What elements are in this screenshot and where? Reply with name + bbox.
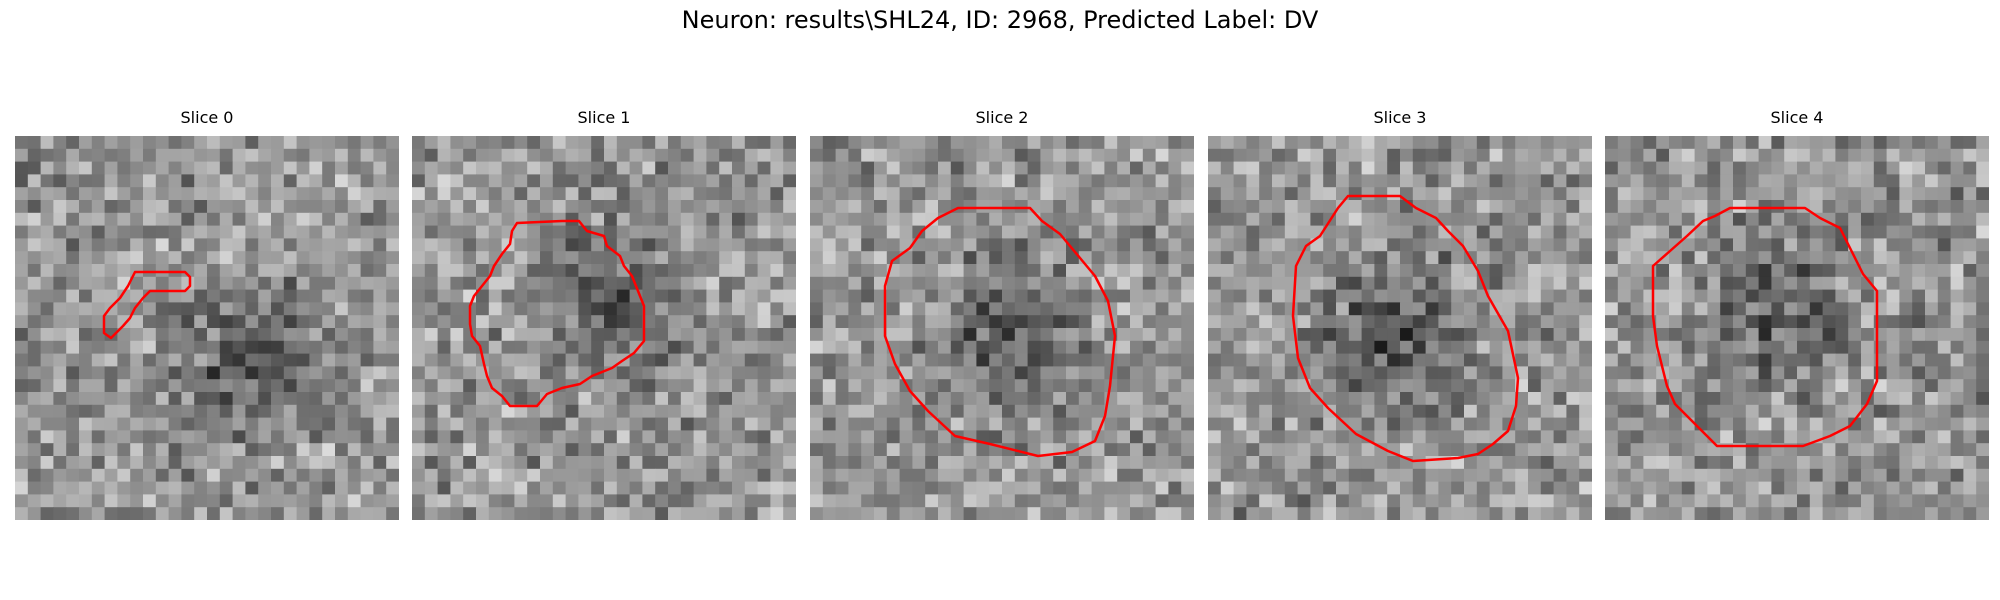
roi-contour <box>468 219 646 408</box>
pixel-grid <box>15 136 399 520</box>
slice-panel-1: Slice 1 <box>412 108 796 520</box>
roi-contour <box>1291 194 1520 463</box>
slice-title: Slice 4 <box>1770 108 1824 127</box>
slice-panel-0: Slice 0 <box>15 108 399 520</box>
slice-image <box>15 136 399 520</box>
slice-title: Slice 0 <box>180 108 234 127</box>
pixel-grid <box>1605 136 1989 520</box>
slice-panel-4: Slice 4 <box>1605 108 1989 520</box>
slice-title: Slice 3 <box>1373 108 1427 127</box>
slice-title: Slice 1 <box>577 108 631 127</box>
figure-title: Neuron: results\SHL24, ID: 2968, Predict… <box>681 6 1319 34</box>
slice-panel-3: Slice 3 <box>1208 108 1592 520</box>
slice-image <box>1605 136 1989 520</box>
pixel-grid <box>412 136 796 520</box>
roi-contour <box>102 270 192 340</box>
slice-title: Slice 2 <box>975 108 1029 127</box>
roi-contour <box>1651 206 1879 448</box>
roi-contour <box>883 206 1117 458</box>
slice-panel-2: Slice 2 <box>810 108 1194 520</box>
slice-image <box>412 136 796 520</box>
slice-image <box>1208 136 1592 520</box>
pixel-grid <box>810 136 1194 520</box>
pixel-grid <box>1208 136 1592 520</box>
slice-image <box>810 136 1194 520</box>
